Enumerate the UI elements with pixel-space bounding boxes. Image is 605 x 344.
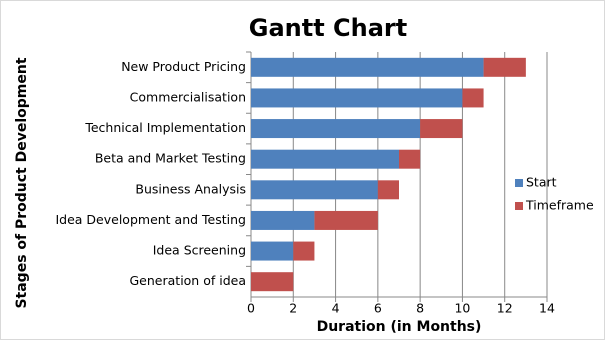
bar — [251, 57, 484, 77]
bar — [251, 210, 315, 230]
bar — [251, 149, 399, 169]
bar — [251, 88, 463, 108]
x-tick-label: 6 — [374, 301, 382, 316]
y-tick-label: Generation of idea — [130, 273, 247, 288]
legend-label: Start — [526, 175, 557, 190]
legend-swatch — [515, 202, 523, 210]
y-axis-label: Stages of Product Development — [14, 57, 30, 308]
bar — [251, 272, 294, 292]
y-tick-label: Technical Implementation — [84, 120, 246, 135]
x-tick-label: 12 — [497, 301, 513, 316]
x-tick-label: 0 — [247, 301, 255, 316]
legend-swatch — [515, 179, 523, 187]
bar — [462, 88, 484, 108]
x-tick-label: 2 — [289, 301, 297, 316]
bar — [293, 241, 315, 261]
y-tick-label: Beta and Market Testing — [95, 151, 246, 166]
x-tick-label: 4 — [332, 301, 340, 316]
legend-label: Timeframe — [525, 198, 594, 213]
bar — [251, 119, 421, 139]
bar — [377, 180, 399, 200]
x-tick-label: 10 — [454, 301, 470, 316]
bar — [314, 210, 378, 230]
bar — [251, 180, 378, 200]
y-tick-label: Idea Development and Testing — [55, 212, 246, 227]
y-tick-label: Commercialisation — [130, 89, 246, 104]
bar — [399, 149, 421, 169]
x-tick-label: 14 — [539, 301, 555, 316]
y-tick-label: New Product Pricing — [121, 59, 246, 74]
y-tick-label: Business Analysis — [135, 181, 246, 196]
y-tick-label: Idea Screening — [153, 243, 246, 258]
bar — [251, 241, 294, 261]
bar — [483, 57, 526, 77]
x-axis-label: Duration (in Months) — [317, 319, 482, 335]
chart-title: Gantt Chart — [249, 14, 407, 42]
bar — [420, 119, 463, 139]
x-tick-label: 8 — [416, 301, 424, 316]
